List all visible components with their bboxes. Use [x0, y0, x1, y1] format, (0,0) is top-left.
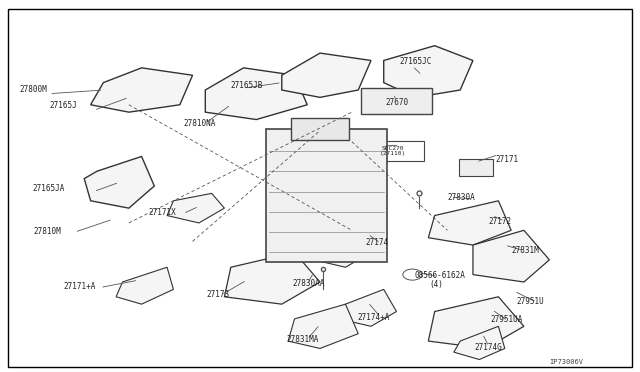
FancyBboxPatch shape [363, 141, 424, 161]
Polygon shape [428, 201, 511, 245]
Text: 27165JB: 27165JB [231, 81, 263, 90]
Text: 27810NA: 27810NA [183, 119, 216, 128]
Text: 27171+A: 27171+A [64, 282, 96, 291]
Polygon shape [473, 230, 549, 282]
Text: 27174G: 27174G [474, 343, 502, 352]
Text: 27951U: 27951U [516, 297, 544, 306]
Text: 27830AA: 27830AA [292, 279, 324, 288]
Text: 27171X: 27171X [148, 208, 176, 217]
Text: 27174: 27174 [366, 238, 389, 247]
Text: 27831MA: 27831MA [287, 335, 319, 344]
Polygon shape [84, 157, 154, 208]
Polygon shape [225, 253, 320, 304]
Polygon shape [454, 326, 505, 359]
Polygon shape [282, 53, 371, 97]
Text: 08566-6162A: 08566-6162A [414, 271, 465, 280]
Text: 27171: 27171 [495, 155, 518, 164]
FancyBboxPatch shape [362, 88, 431, 114]
Polygon shape [116, 267, 173, 304]
Text: 27174+A: 27174+A [357, 312, 389, 321]
Text: 27670: 27670 [385, 98, 408, 107]
FancyBboxPatch shape [459, 160, 493, 176]
Text: 27800M: 27800M [19, 85, 47, 94]
Text: 27165J: 27165J [49, 102, 77, 110]
Text: 27165JC: 27165JC [399, 57, 432, 66]
Text: 27831M: 27831M [511, 246, 539, 255]
Text: IP73006V: IP73006V [549, 359, 584, 365]
FancyBboxPatch shape [266, 129, 387, 262]
Text: 27810M: 27810M [33, 227, 61, 235]
Polygon shape [288, 304, 358, 349]
Polygon shape [167, 193, 225, 223]
Polygon shape [205, 68, 307, 119]
FancyBboxPatch shape [291, 118, 349, 140]
Text: 27165JA: 27165JA [32, 185, 65, 193]
Text: 27951UA: 27951UA [491, 315, 523, 324]
Text: (4): (4) [429, 280, 443, 289]
Polygon shape [428, 297, 524, 349]
Text: 27173: 27173 [207, 290, 230, 299]
FancyBboxPatch shape [8, 9, 632, 367]
Text: 27172: 27172 [489, 217, 512, 225]
Polygon shape [314, 230, 371, 267]
Polygon shape [339, 289, 396, 326]
Polygon shape [91, 68, 193, 112]
Text: 27830A: 27830A [447, 193, 475, 202]
Text: SEC270
(27110): SEC270 (27110) [380, 145, 406, 156]
Polygon shape [384, 46, 473, 97]
